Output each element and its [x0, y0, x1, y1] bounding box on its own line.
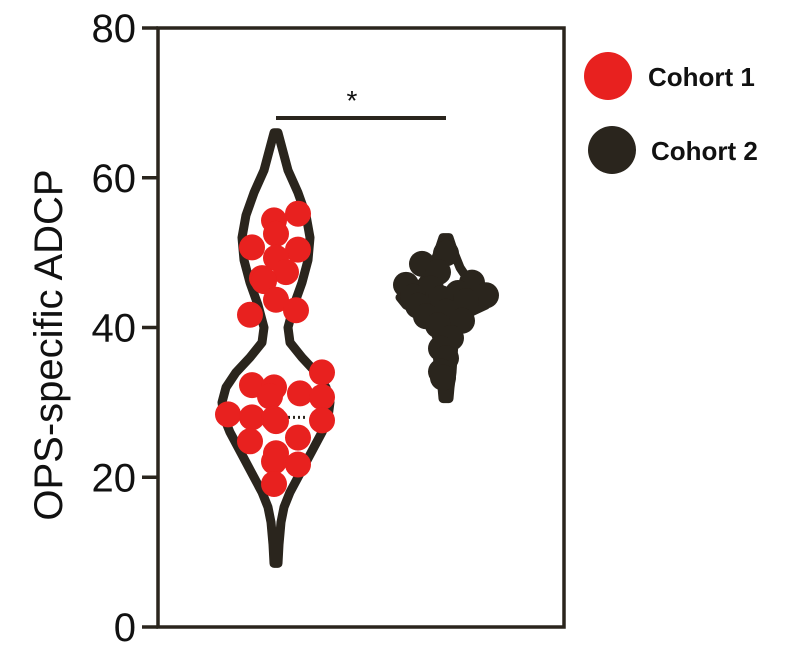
y-tick-label-0: 0 [114, 606, 136, 647]
data-point-cohort-2 [430, 364, 456, 391]
data-point-cohort-1 [285, 451, 311, 478]
data-point-cohort-2 [453, 288, 479, 315]
y-tick-label-4: 80 [92, 7, 137, 51]
data-point-cohort-1 [239, 234, 265, 261]
y-tick-label-3: 60 [92, 157, 137, 201]
data-point-cohort-1 [263, 220, 289, 247]
legend-marker-cohort-1 [584, 52, 632, 100]
data-point-cohort-1 [309, 359, 335, 386]
data-point-cohort-1 [285, 424, 311, 451]
legend-label-cohort-1: Cohort 1 [648, 62, 755, 92]
data-point-cohort-1 [263, 408, 289, 435]
data-point-cohort-1 [239, 404, 265, 431]
y-tick-label-2: 40 [92, 307, 137, 351]
data-point-cohort-1 [215, 401, 241, 428]
data-point-cohort-1 [257, 383, 283, 410]
data-point-cohort-1 [261, 448, 287, 475]
data-point-cohort-1 [309, 384, 335, 411]
data-point-cohort-1 [285, 236, 311, 263]
data-point-cohort-1 [285, 200, 311, 227]
data-point-cohort-1 [287, 380, 313, 407]
y-axis-label: OPS-specific ADCP [27, 169, 71, 520]
legend-marker-cohort-2 [588, 126, 636, 174]
data-point-cohort-1 [251, 268, 277, 295]
data-point-cohort-2 [473, 282, 499, 309]
data-point-cohort-1 [309, 407, 335, 434]
legend: Cohort 1 Cohort 2 [584, 52, 758, 174]
y-axis: 0 20 40 60 80 [92, 7, 158, 647]
legend-label-cohort-2: Cohort 2 [651, 136, 758, 166]
legend-item-cohort-2: Cohort 2 [588, 126, 758, 174]
data-point-cohort-1 [283, 297, 309, 324]
data-point-cohort-1 [237, 301, 263, 328]
data-point-cohort-1 [237, 428, 263, 455]
data-point-cohort-1 [261, 470, 287, 497]
data-point-cohort-1 [263, 286, 289, 313]
y-tick-label-1: 20 [92, 456, 137, 500]
significance-marker: * [347, 85, 358, 116]
legend-item-cohort-1: Cohort 1 [584, 52, 755, 100]
data-points [215, 200, 499, 497]
violin-cohort-1 [217, 128, 335, 568]
data-point-cohort-1 [273, 259, 299, 286]
